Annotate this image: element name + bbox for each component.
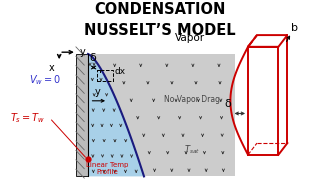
- Text: $V_w = 0$: $V_w = 0$: [29, 73, 61, 87]
- Text: δ: δ: [224, 99, 231, 109]
- Text: $T_s = T_w$: $T_s = T_w$: [10, 111, 45, 125]
- Text: Linear Temp
Profile: Linear Temp Profile: [86, 162, 128, 175]
- Text: dx: dx: [115, 68, 126, 76]
- Bar: [76, 54, 88, 176]
- Text: y: y: [80, 47, 86, 57]
- Text: Vapor: Vapor: [175, 33, 205, 43]
- Text: No Vapor Drag: No Vapor Drag: [164, 94, 220, 103]
- Polygon shape: [88, 54, 144, 176]
- Text: $T_{sat}$: $T_{sat}$: [184, 143, 200, 156]
- Bar: [97, 70, 113, 81]
- Text: CONDENSATION: CONDENSATION: [94, 2, 226, 17]
- Bar: [88, 54, 235, 176]
- Text: y: y: [95, 87, 101, 97]
- Text: b: b: [291, 23, 298, 33]
- Text: NUSSELT’S MODEL: NUSSELT’S MODEL: [84, 23, 236, 38]
- Text: x: x: [48, 63, 54, 73]
- Text: δ: δ: [89, 53, 96, 63]
